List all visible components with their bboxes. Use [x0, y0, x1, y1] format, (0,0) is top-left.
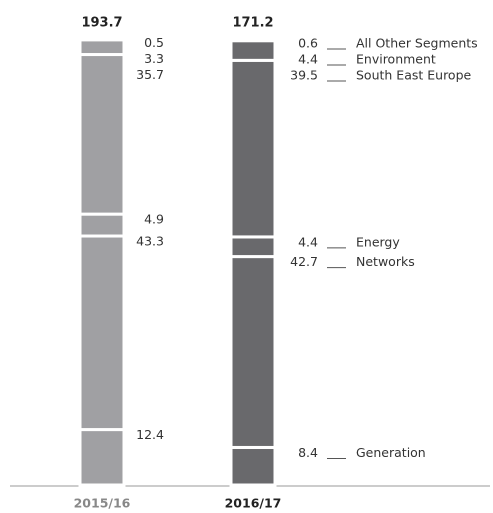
legend-label: Environment: [356, 52, 436, 67]
legend-label: Networks: [356, 254, 415, 269]
bar-segment: [229, 445, 277, 487]
value-label: 12.4: [136, 427, 164, 442]
bar-segment: [229, 39, 277, 62]
bar-segment: [229, 36, 277, 43]
value-label: 35.7: [136, 67, 164, 82]
value-label: 8.4: [298, 445, 318, 460]
value-label: 4.4: [298, 52, 318, 67]
value-label: 4.4: [298, 234, 318, 249]
bar-segment: [229, 235, 277, 259]
value-label: 4.9: [144, 212, 164, 227]
value-label: 43.3: [136, 234, 164, 249]
value-label: 0.6: [298, 36, 318, 51]
bar-segment: [229, 255, 277, 449]
value-label: 42.7: [290, 254, 318, 269]
total-label: 193.7: [81, 16, 122, 31]
legend-label: All Other Segments: [356, 36, 478, 51]
bar-segment: [78, 212, 126, 238]
bar-segment: [78, 53, 126, 216]
total-label: 171.2: [232, 16, 273, 31]
legend-label: Energy: [356, 234, 400, 249]
bar-segment: [229, 58, 277, 239]
legend-label: Generation: [356, 445, 426, 460]
x-tick-label: 2015/16: [74, 496, 131, 511]
value-label: 3.3: [144, 51, 164, 66]
bar-segment: [78, 428, 126, 487]
value-label: 0.5: [144, 35, 164, 50]
x-tick-label: 2016/17: [225, 496, 282, 511]
bar-segment: [78, 38, 126, 57]
bar-segment: [78, 36, 126, 42]
legend-label: South East Europe: [356, 68, 472, 83]
bar-segment: [78, 234, 126, 432]
value-label: 39.5: [290, 68, 318, 83]
